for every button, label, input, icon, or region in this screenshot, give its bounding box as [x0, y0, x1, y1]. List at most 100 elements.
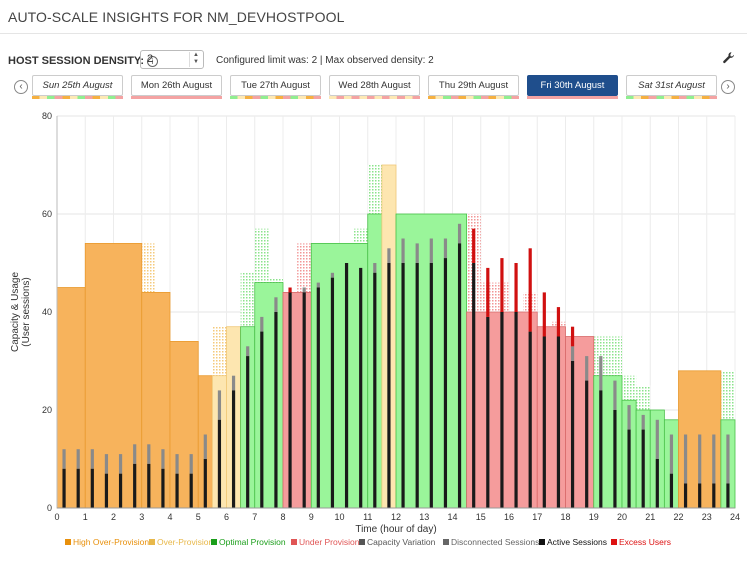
day-tab[interactable]: Fri 30th August — [527, 75, 618, 99]
disconnected-sessions-bar — [231, 375, 236, 391]
next-day-icon[interactable]: › — [721, 80, 735, 94]
legend-item: Disconnected Sessions — [443, 537, 539, 547]
density-stepper[interactable]: 2 ▲ ▼ — [140, 50, 204, 69]
active-sessions-bar — [472, 263, 476, 508]
capacity-variation-area — [353, 228, 368, 508]
active-sessions-bar — [570, 361, 575, 508]
capacity-variation-area — [480, 282, 495, 508]
active-sessions-bar — [217, 419, 222, 508]
active-sessions-bar — [669, 473, 674, 508]
capacity-variation-area — [297, 243, 312, 508]
active-sessions-bar — [655, 459, 659, 508]
legend-item: Under Provision — [291, 537, 360, 547]
capacity-variation-area — [523, 292, 538, 508]
active-sessions-bar — [698, 483, 702, 508]
x-tick-label: 19 — [589, 512, 599, 522]
capacity-bar — [663, 419, 679, 509]
legend-label: Active Sessions — [547, 537, 607, 547]
active-sessions-bar — [118, 473, 123, 508]
x-tick-label: 17 — [532, 512, 542, 522]
active-sessions-bar — [627, 429, 631, 508]
active-sessions-bar — [260, 331, 264, 508]
disconnected-sessions-bar — [104, 454, 109, 474]
legend-label: Under Provision — [299, 537, 360, 547]
active-sessions-bar — [62, 468, 66, 508]
day-tab-label: Mon 26th August — [140, 80, 213, 91]
day-tab[interactable]: Thu 29th August — [428, 75, 519, 99]
capacity-variation-area — [381, 165, 396, 508]
prev-day-icon[interactable]: ‹ — [14, 80, 28, 94]
capacity-variation-area — [607, 336, 622, 508]
x-tick-label: 15 — [476, 512, 486, 522]
density-value: 2 — [147, 53, 154, 65]
legend-swatch — [443, 539, 449, 545]
active-sessions-bar — [683, 483, 688, 508]
x-axis-title: Time (hour of day) — [355, 524, 436, 535]
disconnected-sessions-bar — [161, 449, 165, 469]
capacity-variation-area — [240, 272, 255, 508]
disconnected-sessions-bar — [443, 238, 448, 259]
x-tick-label: 5 — [196, 512, 201, 522]
disconnected-sessions-bar — [62, 449, 66, 469]
wrench-icon[interactable] — [722, 51, 736, 65]
active-sessions-bar — [161, 468, 165, 508]
disconnected-sessions-bar — [387, 248, 391, 263]
day-tab-label: Tue 27th August — [241, 80, 310, 91]
day-tab[interactable]: Sat 31st August — [626, 75, 717, 99]
info-icon[interactable]: i — [147, 56, 159, 67]
disconnected-sessions-bar — [274, 297, 278, 312]
active-sessions-bar — [415, 263, 419, 508]
excess-users-bar — [570, 326, 575, 347]
capacity-variation-area — [212, 326, 227, 508]
disconnected-sessions-bar — [457, 223, 462, 244]
x-tick-label: 6 — [224, 512, 229, 522]
disconnected-sessions-bar — [641, 414, 645, 430]
disconnected-sessions-bar — [330, 272, 335, 278]
x-tick-label: 20 — [617, 512, 627, 522]
disconnected-sessions-bar — [401, 238, 405, 263]
capacity-bar — [226, 326, 242, 509]
chevron-down-icon[interactable]: ▼ — [193, 59, 199, 65]
legend-item: Capacity Variation — [359, 537, 436, 547]
x-tick-label: 23 — [702, 512, 712, 522]
day-tab[interactable]: Tue 27th August — [230, 75, 321, 99]
legend-swatch — [291, 539, 297, 545]
active-sessions-bar — [712, 483, 716, 508]
day-tab-label: Sun 25th August — [42, 80, 113, 91]
capacity-bar — [720, 419, 736, 509]
y-tick-label: 60 — [42, 209, 52, 219]
x-tick-label: 11 — [363, 512, 372, 522]
active-sessions-bar — [231, 390, 236, 508]
active-sessions-bar — [147, 463, 151, 508]
y-axis-title-line: Capacity & Usage — [10, 272, 21, 352]
legend-swatch — [65, 539, 71, 545]
legend-label: Excess Users — [619, 537, 671, 547]
active-sessions-bar — [486, 316, 490, 508]
capacity-bar — [466, 311, 538, 509]
chevron-up-icon[interactable]: ▲ — [193, 52, 199, 58]
day-tab[interactable]: Mon 26th August — [131, 75, 222, 99]
capacity-variation-area — [396, 214, 411, 508]
capacity-variation-area — [593, 336, 608, 508]
day-tab[interactable]: Wed 28th August — [329, 75, 420, 99]
x-tick-label: 8 — [280, 512, 285, 522]
density-info-text: Configured limit was: 2 | Max observed d… — [216, 55, 434, 66]
capacity-bar — [367, 213, 383, 509]
active-sessions-bar — [514, 312, 518, 508]
stepper-buttons[interactable]: ▲ ▼ — [189, 52, 202, 67]
active-sessions-bar — [613, 410, 617, 508]
disconnected-sessions-bar — [302, 287, 306, 293]
capacity-bar — [310, 242, 369, 509]
x-tick-label: 18 — [560, 512, 570, 522]
disconnected-sessions-bar — [203, 434, 207, 459]
day-tab-label: Wed 28th August — [338, 80, 411, 91]
excess-users-bar — [472, 228, 476, 263]
excess-users-bar — [556, 307, 561, 337]
capacity-variation-area — [551, 321, 566, 508]
x-tick-label: 3 — [139, 512, 144, 522]
disconnected-sessions-bar — [133, 444, 137, 464]
disconnected-sessions-bar — [570, 346, 575, 361]
disconnected-sessions-bar — [698, 434, 702, 484]
disconnected-sessions-bar — [246, 346, 250, 357]
day-tab[interactable]: Sun 25th August — [32, 75, 123, 99]
